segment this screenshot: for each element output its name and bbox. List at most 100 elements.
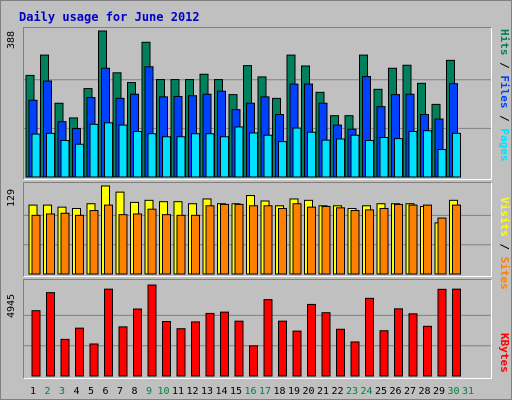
bot-bar-kbytes	[379, 330, 389, 377]
mid-bar-sites	[75, 214, 84, 275]
day-label: 25	[375, 386, 387, 397]
top-bar-pages	[292, 127, 302, 178]
day-label: 23	[346, 386, 358, 397]
bot-bar-kbytes	[104, 288, 113, 377]
top-bar-pages	[118, 124, 128, 178]
top-bar-pages	[31, 133, 41, 178]
mid-bar-sites	[176, 214, 186, 275]
bot-bar-kbytes	[249, 345, 258, 377]
day-label: 7	[117, 386, 123, 397]
day-label: 16	[244, 386, 256, 397]
chart-title: Daily usage for June 2012	[19, 10, 200, 24]
mid-bar-sites	[350, 210, 360, 275]
top-bar-pages	[350, 134, 360, 178]
top-bar-pages	[321, 139, 331, 178]
bot-bar-kbytes	[234, 320, 244, 377]
day-label: 18	[273, 386, 285, 397]
bot-bar-kbytes	[307, 303, 316, 377]
day-label: 27	[404, 386, 416, 397]
top-bar-pages	[89, 123, 99, 178]
day-label: 8	[131, 386, 137, 397]
bot-bar-kbytes	[133, 308, 142, 377]
day-label: 10	[157, 386, 169, 397]
day-label: 1	[30, 386, 36, 397]
bot-bar-kbytes	[89, 343, 99, 377]
mid-bar-sites	[292, 203, 302, 275]
day-label: 5	[88, 386, 94, 397]
top-bar-pages	[336, 138, 345, 178]
mid-bar-sites	[220, 203, 229, 275]
top-bar-pages	[379, 136, 389, 178]
mid-bar-sites	[104, 204, 113, 275]
mid-bar-sites	[118, 214, 128, 275]
day-label: 14	[215, 386, 227, 397]
top-bar-pages	[205, 133, 215, 178]
top-bar-pages	[104, 122, 113, 178]
mid-bar-sites	[365, 209, 374, 275]
day-label: 20	[302, 386, 314, 397]
top-bar-pages	[249, 132, 258, 178]
bot-bar-kbytes	[205, 312, 215, 377]
day-label: 31	[462, 386, 474, 397]
bot-bar-kbytes	[292, 330, 302, 377]
top-bar-pages	[220, 136, 229, 178]
day-label: 6	[102, 386, 108, 397]
top-bar-pages	[408, 130, 418, 178]
mid-bar-sites	[133, 213, 142, 275]
mid-bar-sites	[46, 213, 55, 275]
mid-bar-sites	[307, 206, 316, 275]
day-label: 15	[230, 386, 242, 397]
mid-bar-sites	[452, 204, 461, 275]
top-bar-pages	[147, 133, 157, 178]
day-label: 12	[186, 386, 198, 397]
bot-bar-kbytes	[31, 310, 41, 377]
mid-bar-sites	[278, 208, 287, 275]
mid-bar-sites	[408, 204, 418, 275]
mid-bar-sites	[321, 205, 331, 275]
day-label: 29	[433, 386, 445, 397]
top-bar-pages	[46, 132, 55, 178]
bot-bar-kbytes	[176, 328, 186, 377]
bot-bar-kbytes	[350, 341, 360, 377]
bot-bar-kbytes	[365, 297, 374, 377]
mid-bar-sites	[147, 208, 157, 275]
day-label: 22	[331, 386, 343, 397]
bot-bar-kbytes	[118, 326, 128, 377]
mid-bar-sites	[336, 207, 345, 275]
mid-bar-sites	[191, 214, 200, 275]
mid-bar-sites	[423, 204, 432, 275]
bot-bar-kbytes	[437, 288, 447, 377]
day-label: 2	[44, 386, 50, 397]
mid-bar-sites	[60, 212, 70, 275]
mid-bar-sites	[379, 208, 389, 275]
day-label: 3	[59, 386, 65, 397]
top-bar-pages	[60, 140, 70, 178]
bot-bar-kbytes	[220, 311, 229, 377]
day-label: 30	[447, 386, 459, 397]
top-bar-pages	[307, 131, 316, 178]
top-bar-pages	[263, 134, 273, 178]
mid-bar-sites	[263, 205, 273, 275]
mid-bar-sites	[234, 203, 244, 275]
day-label: 26	[389, 386, 401, 397]
bot-bar-kbytes	[60, 338, 70, 377]
top-bar-pages	[278, 141, 287, 178]
mid-bar-sites	[89, 210, 99, 275]
top-bar-pages	[423, 130, 432, 178]
bot-bar-kbytes	[162, 321, 171, 377]
day-label: 17	[259, 386, 271, 397]
bot-bar-kbytes	[46, 292, 55, 377]
bot-bar-kbytes	[452, 288, 461, 377]
bot-bar-kbytes	[75, 327, 84, 377]
top-bar-pages	[176, 136, 186, 178]
bot-bar-kbytes	[336, 328, 345, 377]
top-bar-pages	[452, 132, 461, 178]
top-bar-pages	[133, 130, 142, 178]
mid-bar-sites	[394, 203, 403, 275]
bot-bar-kbytes	[147, 284, 157, 377]
day-label: 13	[201, 386, 213, 397]
mid-bar-sites	[31, 214, 41, 275]
day-label: 24	[360, 386, 372, 397]
top-bar-pages	[162, 136, 171, 178]
